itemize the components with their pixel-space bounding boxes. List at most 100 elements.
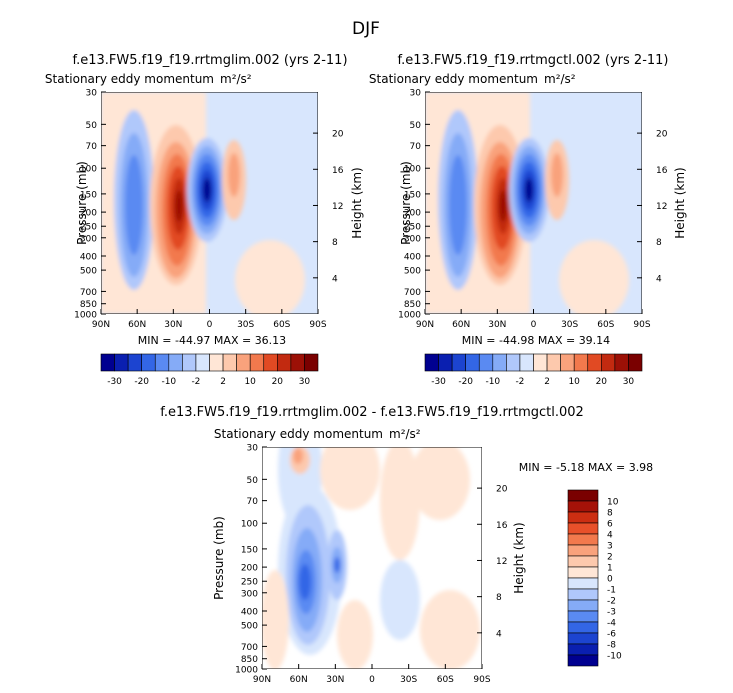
colorbar-swatch <box>533 353 548 372</box>
pressure-tick-label: 300 <box>241 589 258 599</box>
pressure-tick-label: 300 <box>404 234 421 244</box>
colorbar-swatch <box>222 353 237 372</box>
colorbar-swatch <box>141 353 156 372</box>
colorbar-swatch <box>601 353 616 372</box>
colorbar-label: 10 <box>244 377 256 387</box>
lat-tick-label: 30S <box>561 320 578 330</box>
colorbar-swatch <box>195 353 210 372</box>
colorbar-swatch <box>567 566 599 579</box>
height-tick-label: 20 <box>496 485 508 495</box>
colorbar-label: -10 <box>607 652 622 662</box>
lat-tick-label: 90S <box>473 675 490 685</box>
lat-tick-label: 30N <box>164 320 182 330</box>
colorbar-swatch <box>100 353 115 372</box>
colorbar-1: -30 -20 -10 -2 2 10 20 30 <box>100 353 319 387</box>
lat-tick-label: 30S <box>400 675 417 685</box>
pressure-tick-label: 50 <box>86 121 98 131</box>
colorbar-label: -4 <box>607 619 616 629</box>
colorbar-swatch <box>127 353 142 372</box>
colorbar-swatch <box>567 533 599 546</box>
pressure-tick-label: 30 <box>410 89 422 99</box>
pressure-tick-label: 50 <box>410 121 422 131</box>
panel-1-subtitle: Stationary eddy momentum <box>45 72 214 86</box>
colorbar-swatch <box>263 353 278 372</box>
colorbar-swatch <box>567 511 599 524</box>
pressure-tick-label: 500 <box>80 267 97 277</box>
height-tick-label: 12 <box>656 202 667 212</box>
colorbar-label: -1 <box>607 586 616 596</box>
colorbar-swatch <box>567 610 599 623</box>
height-tick-label: 8 <box>656 238 662 248</box>
colorbar-swatch <box>567 588 599 601</box>
colorbar-swatch <box>614 353 629 372</box>
height-tick-label: 8 <box>496 593 502 603</box>
panel-2-ylabel-right: Height (km) <box>673 167 687 238</box>
pressure-tick-label: 850 <box>404 300 421 310</box>
colorbar-swatch <box>451 353 466 372</box>
colorbar-swatch <box>304 353 319 372</box>
pressure-tick-label: 700 <box>404 288 421 298</box>
panel-2-field <box>425 92 642 314</box>
pressure-tick-label: 200 <box>241 564 258 574</box>
pressure-tick-label: 400 <box>241 607 258 617</box>
colorbar-label: -30 <box>431 377 446 387</box>
lat-tick-label: 0 <box>207 320 213 330</box>
colorbar-label: 6 <box>607 520 613 530</box>
colorbar-swatch <box>567 621 599 634</box>
pressure-tick-label: 1000 <box>398 311 421 321</box>
pressure-tick-label: 500 <box>404 267 421 277</box>
colorbar-swatch <box>277 353 292 372</box>
colorbar-swatch <box>478 353 494 372</box>
colorbar-swatch <box>567 555 599 568</box>
colorbar-label: -10 <box>161 377 176 387</box>
colorbar-swatch <box>587 353 602 372</box>
lat-tick-label: 90N <box>92 320 110 330</box>
panel-3-units: m²/s² <box>389 427 421 441</box>
lat-tick-label: 30N <box>488 320 506 330</box>
pressure-tick-label: 1000 <box>74 311 97 321</box>
height-tick-label: 4 <box>496 629 502 639</box>
pressure-tick-label: 100 <box>241 520 258 530</box>
colorbar-swatch <box>567 500 599 513</box>
colorbar-swatch <box>573 353 589 372</box>
colorbar-label: -20 <box>458 377 473 387</box>
pressure-tick-label: 250 <box>80 223 97 233</box>
colorbar-swatch <box>114 353 129 372</box>
colorbar-label: 30 <box>299 377 311 387</box>
colorbar-label: 8 <box>607 509 613 519</box>
lat-tick-label: 0 <box>531 320 537 330</box>
page-title: DJF <box>352 19 380 39</box>
height-tick-label: 4 <box>656 274 662 284</box>
colorbar-label: 10 <box>568 377 580 387</box>
panel-3-ylabel-right: Height (km) <box>512 522 526 593</box>
colorbar-label: 10 <box>607 498 619 508</box>
height-tick-label: 16 <box>496 521 508 531</box>
pressure-tick-label: 150 <box>80 190 97 200</box>
lat-tick-label: 30N <box>326 675 344 685</box>
colorbar-label: -2 <box>191 377 200 387</box>
colorbar-swatch <box>290 353 305 372</box>
height-tick-label: 16 <box>332 166 344 176</box>
panel-3-field <box>262 447 482 669</box>
lat-tick-label: 60S <box>597 320 614 330</box>
height-tick-label: 4 <box>332 274 338 284</box>
colorbar-2: -30 -20 -10 -2 2 10 20 30 <box>424 353 643 387</box>
pressure-tick-label: 70 <box>86 142 98 152</box>
lat-tick-label: 90N <box>253 675 271 685</box>
colorbar-swatch <box>168 353 183 372</box>
colorbar-swatch <box>236 353 251 372</box>
pressure-tick-label: 200 <box>404 209 421 219</box>
panel-3-subtitle: Stationary eddy momentum <box>214 427 383 441</box>
panel-2-stats: MIN = -44.98 MAX = 39.14 <box>462 334 610 347</box>
pressure-tick-label: 150 <box>241 545 258 555</box>
pressure-tick-label: 30 <box>247 444 259 454</box>
height-tick-label: 20 <box>332 130 344 140</box>
colorbar-label: -6 <box>607 630 616 640</box>
colorbar-label: 20 <box>596 377 608 387</box>
height-tick-label: 12 <box>496 557 507 567</box>
panel-2-ylabel-left: Pressure (mb) <box>399 161 413 245</box>
colorbar-swatch <box>465 353 480 372</box>
lat-tick-label: 60N <box>128 320 146 330</box>
